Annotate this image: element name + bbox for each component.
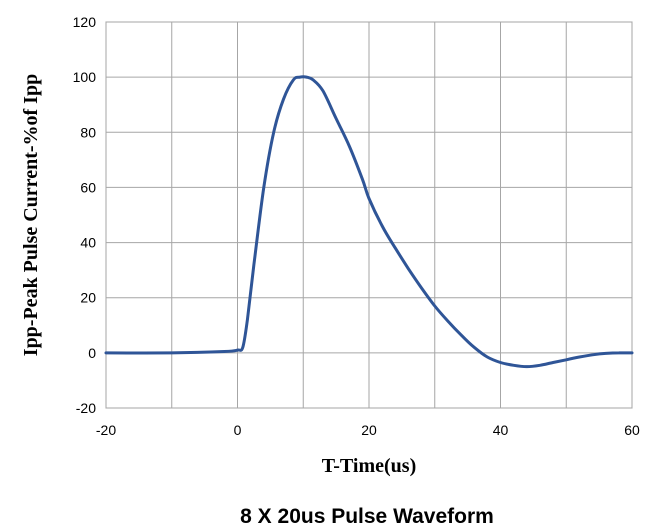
y-tick-label: 120 xyxy=(73,14,97,30)
y-tick-label: 80 xyxy=(80,124,96,140)
x-tick-label: -20 xyxy=(96,422,116,438)
x-tick-label: 40 xyxy=(493,422,509,438)
series-line xyxy=(104,75,634,369)
x-tick-labels: -20 0 20 40 60 xyxy=(96,422,640,438)
y-tick-labels: -20 0 20 40 60 80 100 120 xyxy=(73,14,97,416)
y-tick-label: 100 xyxy=(73,69,97,85)
y-tick-label: 60 xyxy=(80,179,96,195)
y-tick-label: 40 xyxy=(80,235,96,251)
y-tick-label: -20 xyxy=(76,400,96,416)
x-axis-title: T-Time(us) xyxy=(322,455,416,477)
x-tick-label: 60 xyxy=(624,422,640,438)
chart-caption: 8 X 20us Pulse Waveform xyxy=(240,505,494,528)
x-tick-label: 0 xyxy=(234,422,242,438)
y-tick-label: 20 xyxy=(80,290,96,306)
grid-lines xyxy=(105,21,633,409)
y-axis-title: Ipp-Peak Pulse Current-%of Ipp xyxy=(20,74,42,356)
x-tick-label: 20 xyxy=(361,422,377,438)
y-tick-label: 0 xyxy=(88,345,96,361)
